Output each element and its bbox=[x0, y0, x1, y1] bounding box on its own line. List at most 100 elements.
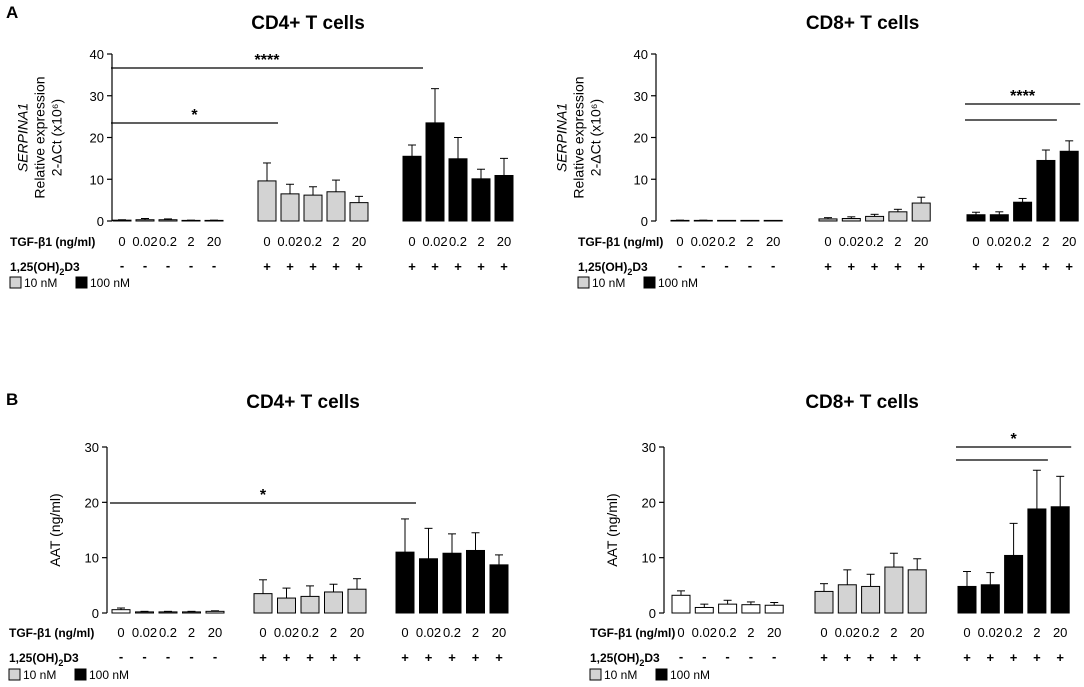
bar bbox=[425, 122, 445, 222]
vitd-sign: + bbox=[972, 259, 980, 274]
legend-label-100nm: 100 nM bbox=[670, 668, 710, 682]
tgf-row-label: TGF-β1 (ng/ml) bbox=[10, 235, 95, 249]
bar bbox=[277, 597, 296, 614]
legend-swatch-100nm bbox=[75, 276, 88, 289]
y-axis-label: Relative expression bbox=[571, 76, 587, 198]
x-tick-label: 2 bbox=[894, 234, 901, 249]
bar bbox=[980, 584, 1000, 614]
vitd-sign: + bbox=[963, 650, 971, 665]
y-axis-label: AAT (ng/ml) bbox=[47, 493, 63, 566]
legend-swatch-10nm bbox=[577, 276, 590, 289]
y-axis-label: Relative expression bbox=[32, 76, 48, 198]
chart-title: CD8+ T cells bbox=[806, 13, 920, 34]
vitd-sign: - bbox=[725, 649, 729, 664]
chart-title: CD4+ T cells bbox=[246, 392, 360, 413]
bar bbox=[693, 219, 713, 222]
x-tick-label: 2 bbox=[330, 625, 337, 640]
bar bbox=[1059, 150, 1079, 222]
bar bbox=[1027, 508, 1047, 614]
bar bbox=[347, 588, 367, 614]
legend-label-10nm: 10 nM bbox=[24, 276, 57, 290]
x-tick-label: 20 bbox=[767, 625, 781, 640]
x-tick-label: 0.02 bbox=[416, 625, 441, 640]
x-tick-label: 0 bbox=[820, 625, 827, 640]
legend-swatch-100nm bbox=[643, 276, 656, 289]
x-tick-label: 0.2 bbox=[719, 625, 737, 640]
bar bbox=[907, 569, 927, 614]
x-tick-label: 0.2 bbox=[159, 234, 177, 249]
x-tick-label: 20 bbox=[766, 234, 780, 249]
x-tick-label: 0.2 bbox=[718, 234, 736, 249]
vitd-sign: + bbox=[894, 259, 902, 274]
vitd-sign: + bbox=[286, 259, 294, 274]
x-tick-label: 0.02 bbox=[692, 625, 717, 640]
bar bbox=[494, 174, 514, 222]
vitd-sign: + bbox=[844, 650, 852, 665]
x-tick-label: 20 bbox=[492, 625, 506, 640]
vitd-sign: + bbox=[472, 650, 480, 665]
vitd-sign: + bbox=[848, 259, 856, 274]
x-tick-label: 20 bbox=[914, 234, 928, 249]
vitd-sign: + bbox=[330, 650, 338, 665]
vitd-sign: + bbox=[353, 650, 361, 665]
bar bbox=[989, 214, 1009, 222]
y-tick-label: 0 bbox=[97, 214, 104, 229]
x-tick-label: 0 bbox=[259, 625, 266, 640]
vitd-sign: - bbox=[748, 258, 752, 273]
x-tick-label: 0.2 bbox=[449, 234, 467, 249]
x-tick-label: 2 bbox=[188, 625, 195, 640]
y-tick-label: 20 bbox=[634, 131, 648, 146]
vitd-sign: - bbox=[678, 258, 682, 273]
x-tick-label: 0 bbox=[118, 234, 125, 249]
vitd-sign: + bbox=[917, 259, 925, 274]
bar bbox=[442, 552, 462, 614]
legend-swatch-100nm bbox=[74, 668, 87, 681]
vitd-sign: + bbox=[355, 259, 363, 274]
bar bbox=[670, 219, 690, 222]
bar bbox=[158, 219, 178, 222]
significance-label: * bbox=[260, 487, 267, 504]
vitd-sign: + bbox=[1065, 259, 1073, 274]
bar bbox=[814, 590, 834, 614]
x-tick-label: 0.02 bbox=[277, 234, 302, 249]
x-tick-label: 2 bbox=[747, 625, 754, 640]
vitd-sign: + bbox=[495, 650, 503, 665]
bar bbox=[280, 193, 300, 222]
tgf-row-label: TGF-β1 (ng/ml) bbox=[9, 626, 94, 640]
bar bbox=[489, 564, 509, 614]
y-tick-label: 20 bbox=[90, 131, 104, 146]
vitd-row-label: 1,25(OH)2D3 bbox=[9, 651, 79, 668]
bar bbox=[349, 202, 369, 222]
legend-label-10nm: 10 nM bbox=[604, 668, 637, 682]
y-tick-label: 10 bbox=[90, 172, 104, 187]
x-tick-label: 20 bbox=[1053, 625, 1067, 640]
vitd-sign: + bbox=[913, 650, 921, 665]
vitd-sign: + bbox=[867, 650, 875, 665]
x-tick-label: 20 bbox=[1062, 234, 1076, 249]
bar bbox=[957, 585, 977, 614]
vitd-sign: + bbox=[431, 259, 439, 274]
vitd-sign: - bbox=[143, 258, 147, 273]
x-tick-label: 0.2 bbox=[443, 625, 461, 640]
vitd-sign: + bbox=[824, 259, 832, 274]
y-tick-label: 0 bbox=[649, 606, 656, 621]
bar bbox=[395, 551, 415, 614]
x-tick-label: 20 bbox=[497, 234, 511, 249]
vitd-sign: + bbox=[259, 650, 267, 665]
x-tick-label: 0.02 bbox=[132, 234, 157, 249]
y-axis-label: SERPINA1 bbox=[554, 103, 570, 172]
vitd-sign: + bbox=[1019, 259, 1027, 274]
significance-label: **** bbox=[255, 52, 281, 69]
x-tick-label: 0.2 bbox=[159, 625, 177, 640]
vitd-sign: - bbox=[213, 649, 217, 664]
x-tick-label: 20 bbox=[910, 625, 924, 640]
y-tick-label: 10 bbox=[634, 172, 648, 187]
y-tick-label: 30 bbox=[634, 89, 648, 104]
bar bbox=[865, 215, 885, 222]
vitd-sign: + bbox=[448, 650, 456, 665]
vitd-sign: - bbox=[724, 258, 728, 273]
vitd-sign: + bbox=[332, 259, 340, 274]
bar bbox=[741, 604, 761, 614]
x-tick-label: 0 bbox=[824, 234, 831, 249]
